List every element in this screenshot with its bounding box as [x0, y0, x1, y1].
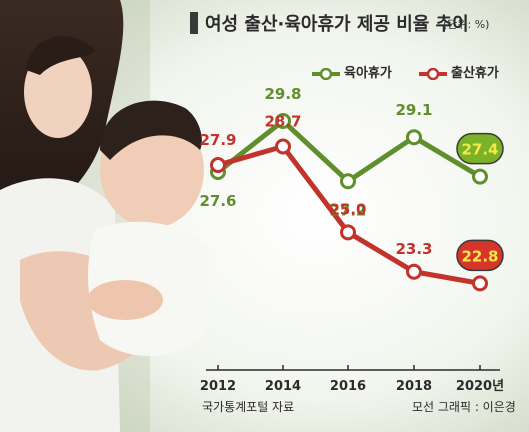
data-point	[210, 157, 226, 174]
legend-marker-green	[312, 67, 340, 80]
data-label: 27.2	[329, 201, 366, 219]
legend-marker-red	[419, 67, 447, 80]
chart-title: 여성 출산·육아휴가 제공 비율 추이	[205, 14, 469, 35]
x-tick-label: 2016	[330, 379, 366, 394]
legend-label-childcare: 육아휴가	[344, 66, 392, 81]
x-tick-label: 2012	[200, 379, 236, 394]
data-point	[340, 173, 356, 190]
data-label: 25.0	[329, 200, 366, 218]
data-point	[340, 224, 356, 241]
data-label: 29.1	[395, 101, 432, 119]
unit-label: (단위: %)	[443, 18, 490, 31]
source-note: 국가통계포털 자료	[202, 400, 295, 414]
data-point	[275, 112, 291, 129]
series-line-childcare	[216, 118, 482, 184]
data-label: 27.9	[199, 131, 236, 149]
highlight-badge	[456, 239, 504, 272]
data-point	[472, 168, 488, 185]
highlight-badge	[456, 132, 504, 165]
legend-item-childcare: 육아휴가	[311, 62, 392, 81]
graphic-credit: 모선 그래픽 : 이은경	[412, 400, 516, 414]
data-point	[406, 263, 422, 280]
data-point	[472, 275, 488, 292]
baby-figure	[87, 100, 210, 357]
data-label: 29.8	[264, 85, 301, 103]
title-accent-bar	[190, 12, 198, 34]
data-point	[406, 129, 422, 146]
x-tick-label: 2020년	[456, 379, 504, 394]
x-tick-label: 2018	[396, 379, 432, 394]
x-tick-label: 2014	[265, 379, 301, 394]
data-label: 23.3	[395, 240, 432, 258]
data-label: 28.7	[264, 112, 301, 130]
data-label: 27.4	[461, 141, 498, 159]
data-point	[275, 138, 291, 155]
legend-label-maternity: 출산휴가	[451, 66, 499, 81]
data-label: 22.8	[461, 247, 498, 265]
legend-item-maternity: 출산휴가	[418, 62, 499, 81]
data-label: 27.6	[199, 192, 236, 210]
